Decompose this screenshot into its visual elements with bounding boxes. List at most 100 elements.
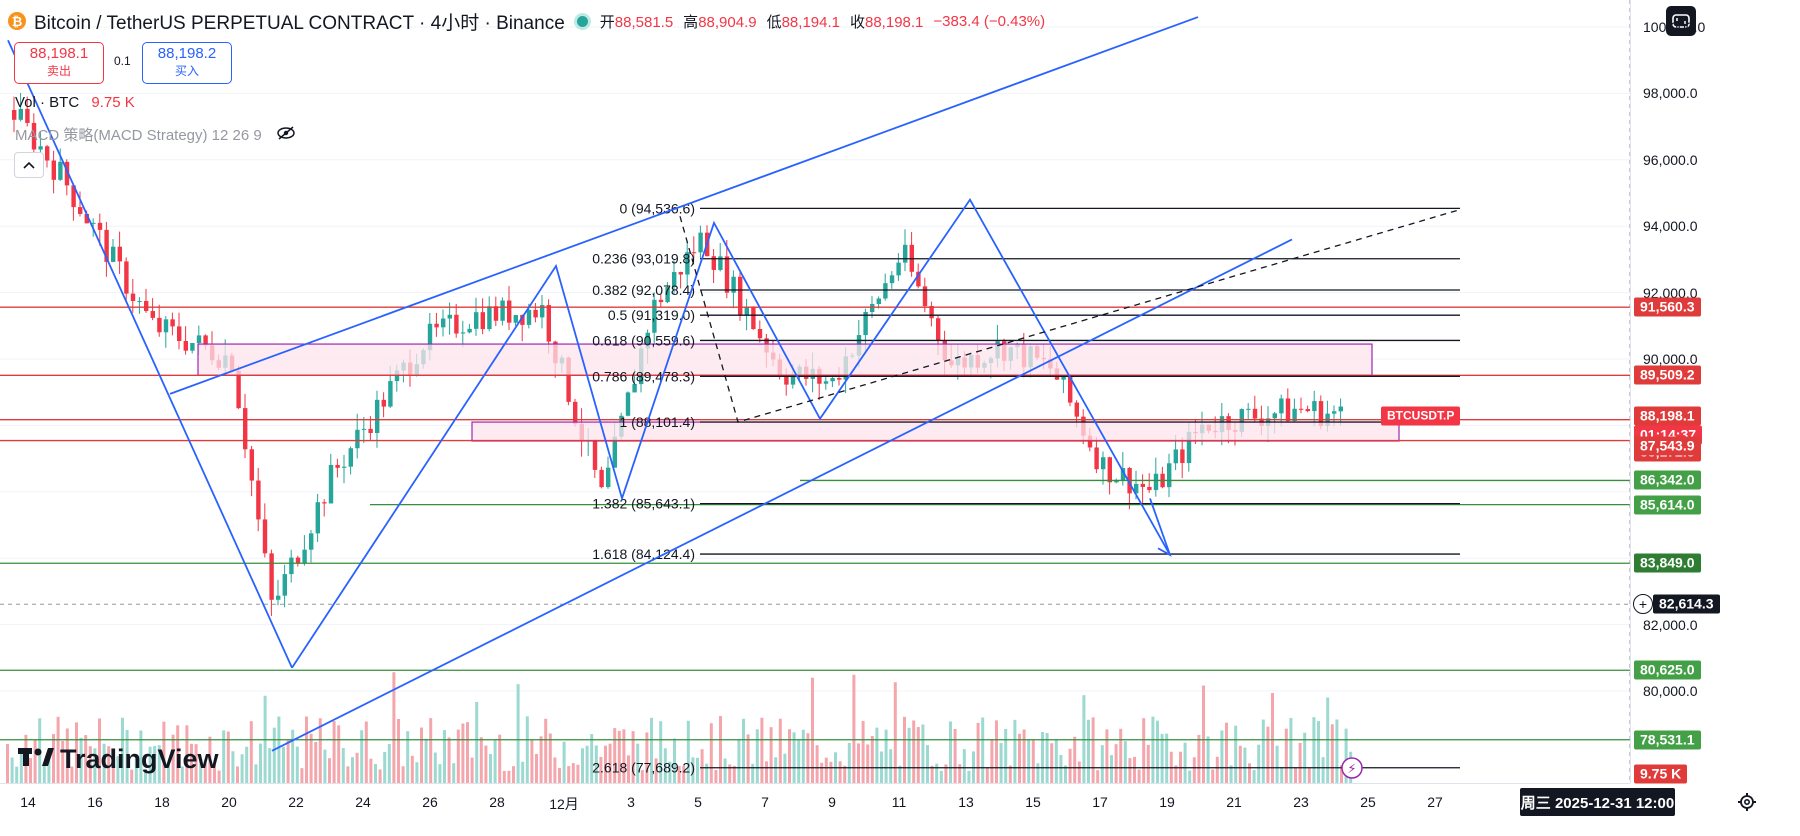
price-tick: 82,000.0 <box>1643 616 1698 633</box>
volume-bar <box>1137 769 1141 783</box>
candle-body <box>665 287 670 303</box>
candle-body <box>190 343 195 351</box>
volume-bar <box>351 757 354 783</box>
volume-bar <box>535 753 538 783</box>
buy-button[interactable]: 88,198.2 买入 <box>142 42 232 84</box>
volume-bar <box>829 761 833 783</box>
candle-body <box>124 261 129 294</box>
candle-body <box>282 574 287 596</box>
candle-body <box>507 300 512 323</box>
price-chart[interactable]: 0 (94,536.6) 0.236 (93,019.8) 0.382 (92,07… <box>0 0 1630 783</box>
volume-bar <box>1128 758 1132 783</box>
volume-bar <box>686 720 690 783</box>
candle-body <box>1292 408 1297 422</box>
buy-price: 88,198.2 <box>157 45 217 62</box>
candle-body <box>830 378 835 382</box>
candle-body <box>335 464 340 468</box>
volume-bar <box>47 760 51 783</box>
volume-bar <box>811 677 814 783</box>
volume-bar <box>1077 761 1081 783</box>
sell-button[interactable]: 88,198.1 卖出 <box>14 42 104 84</box>
candle-body <box>348 448 353 467</box>
volume-bar <box>985 767 989 783</box>
fib-level-label: 0.382 (92,078.4) <box>592 282 695 298</box>
volume-bar <box>1054 739 1058 783</box>
volume-legend[interactable]: Vol · BTC 9.75 K <box>15 94 135 111</box>
volume-bar <box>962 749 966 783</box>
volume-bar <box>843 765 847 783</box>
candle-body <box>262 519 268 554</box>
add-alert-plus-icon[interactable]: + <box>1633 594 1653 615</box>
candle-body <box>751 307 756 330</box>
fib-level-label: 2.618 (77,689.2) <box>592 760 695 776</box>
candle-body <box>823 381 829 384</box>
volume-bar <box>199 758 203 783</box>
candle-body <box>790 374 796 385</box>
candle-body <box>685 252 690 275</box>
volume-bar <box>769 727 773 783</box>
candle-body <box>12 110 17 120</box>
volume-bar <box>1298 742 1302 783</box>
chart-area[interactable]: 0 (94,536.6) 0.236 (93,019.8) 0.382 (92,07… <box>0 0 1630 783</box>
volume-bar <box>732 765 736 783</box>
fib-trend-dashed <box>679 208 1461 423</box>
candle-body <box>1120 468 1126 481</box>
candle-body <box>474 312 479 329</box>
volume-bar <box>102 743 106 783</box>
time-axis[interactable]: 14 16 18 20 22 24 26 28 12月 3 5 7 9 11 13 15 17 19 21 23 25 2… <box>0 783 1630 836</box>
candle-body <box>1094 447 1099 470</box>
volume-bar <box>139 730 143 783</box>
volume-bar <box>521 761 525 783</box>
candle-body <box>1239 409 1244 432</box>
candle-body <box>698 232 703 253</box>
price-tick: 100,000.0 <box>1643 19 1706 35</box>
volume-bar <box>673 738 676 783</box>
volume-bar <box>1091 717 1095 783</box>
candle-body <box>896 262 901 276</box>
candle-body <box>718 256 723 270</box>
volume-bar <box>1096 770 1100 783</box>
candle-body <box>144 301 149 312</box>
candle-body <box>454 314 459 334</box>
volume-bar <box>668 761 672 783</box>
candle-body <box>71 185 76 208</box>
price-level-label: 78,531.1 <box>1634 730 1701 750</box>
eye-off-icon[interactable] <box>276 126 296 144</box>
candle-body <box>18 108 23 120</box>
volume-bar <box>429 718 433 783</box>
volume-bar <box>1059 754 1063 783</box>
volume-bar <box>912 720 916 783</box>
volume-bar <box>1105 729 1109 783</box>
candle-body <box>375 399 380 434</box>
candle-body <box>889 275 895 284</box>
volume-bar <box>916 727 920 783</box>
fullscreen-icon[interactable] <box>1666 6 1696 36</box>
candle-body <box>632 384 637 393</box>
candle-body <box>731 276 736 293</box>
volume-bar <box>530 739 534 783</box>
gear-icon[interactable] <box>1732 788 1762 816</box>
volume-bar <box>737 739 741 783</box>
volume-bar <box>249 721 253 783</box>
watermark-text: TradingView <box>60 744 219 774</box>
candle-body <box>249 449 254 481</box>
candle-body <box>368 428 373 434</box>
candle-body <box>566 357 571 402</box>
strategy-legend[interactable]: MACD 策略(MACD Strategy) 12 26 9 <box>15 124 296 145</box>
price-level-label: 85,614.0 <box>1634 495 1701 515</box>
volume-bar <box>1238 745 1242 783</box>
volume-bar <box>617 730 621 783</box>
price-tick: 92,000.0 <box>1643 284 1698 301</box>
chevron-up-icon[interactable] <box>14 152 44 178</box>
volume-bar <box>1188 770 1192 783</box>
symbol-title[interactable]: Bitcoin / TetherUS PERPETUAL CONTRACT · … <box>34 12 565 34</box>
fib-level-label: 1.382 (85,643.1) <box>592 496 695 512</box>
price-axis[interactable]: 100,000.0 98,000.0 96,000.0 94,000.0 92,000.… <box>1381 0 1800 784</box>
volume-bar <box>820 762 824 783</box>
volume-bar <box>346 766 350 783</box>
volume-bar <box>682 766 686 783</box>
volume-bar <box>10 757 14 783</box>
volume-bar <box>1303 732 1307 783</box>
candle-body <box>203 335 208 346</box>
candle-body <box>84 213 89 224</box>
